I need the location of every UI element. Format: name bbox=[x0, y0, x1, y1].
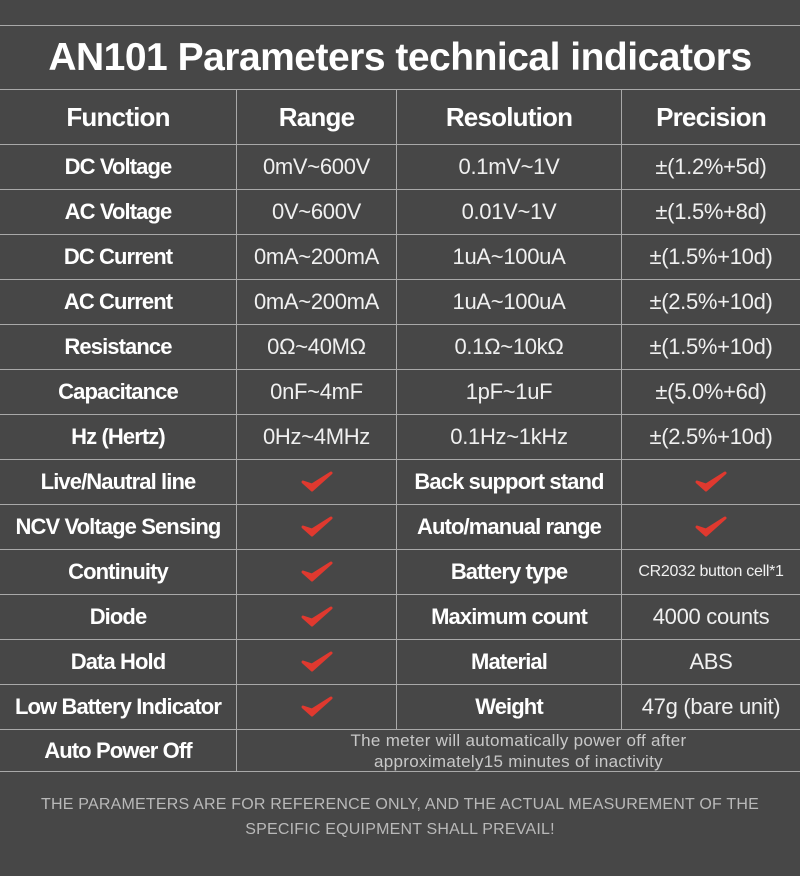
spec-value: 0Hz~4MHz bbox=[237, 415, 397, 460]
spec-value: 1uA~100uA bbox=[397, 235, 622, 280]
feature-check bbox=[237, 550, 397, 595]
spec-value: ±(1.5%+8d) bbox=[622, 190, 800, 235]
column-header: Range bbox=[237, 90, 397, 145]
feature-note: The meter will automatically power off a… bbox=[237, 730, 800, 772]
item-check bbox=[622, 505, 800, 550]
function-label: Capacitance bbox=[0, 370, 237, 415]
feature-label: Diode bbox=[0, 595, 237, 640]
item-check bbox=[622, 460, 800, 505]
feature-label: Low Battery Indicator bbox=[0, 685, 237, 730]
title: AN101 Parameters technical indicators bbox=[0, 26, 800, 90]
item-value: CR2032 button cell*1 bbox=[622, 550, 800, 595]
spec-value: 1uA~100uA bbox=[397, 280, 622, 325]
function-label: AC Voltage bbox=[0, 190, 237, 235]
item-label: Battery type bbox=[397, 550, 622, 595]
function-label: Hz (Hertz) bbox=[0, 415, 237, 460]
spec-value: ±(2.5%+10d) bbox=[622, 415, 800, 460]
feature-label: Auto Power Off bbox=[0, 730, 237, 772]
check-icon bbox=[301, 561, 332, 582]
table-border bbox=[0, 25, 800, 26]
spec-value: 0.1Ω~10kΩ bbox=[397, 325, 622, 370]
spec-value: 0.01V~1V bbox=[397, 190, 622, 235]
item-label: Weight bbox=[397, 685, 622, 730]
check-icon bbox=[301, 516, 332, 537]
item-label: Back support stand bbox=[397, 460, 622, 505]
feature-label: Live/Nautral line bbox=[0, 460, 237, 505]
check-icon bbox=[301, 471, 332, 492]
spec-value: 0nF~4mF bbox=[237, 370, 397, 415]
check-icon bbox=[695, 516, 727, 537]
spec-value: 0mA~200mA bbox=[237, 280, 397, 325]
spec-value: 0mA~200mA bbox=[237, 235, 397, 280]
spec-value: 0V~600V bbox=[237, 190, 397, 235]
feature-check bbox=[237, 505, 397, 550]
spec-value: ±(1.2%+5d) bbox=[622, 145, 800, 190]
spec-value: 0Ω~40MΩ bbox=[237, 325, 397, 370]
spec-value: 0.1Hz~1kHz bbox=[397, 415, 622, 460]
feature-label: Continuity bbox=[0, 550, 237, 595]
spec-value: ±(1.5%+10d) bbox=[622, 235, 800, 280]
item-value: 47g (bare unit) bbox=[622, 685, 800, 730]
check-icon bbox=[301, 606, 332, 627]
check-icon bbox=[695, 471, 727, 492]
column-header: Function bbox=[0, 90, 237, 145]
feature-label: NCV Voltage Sensing bbox=[0, 505, 237, 550]
feature-check bbox=[237, 640, 397, 685]
feature-label: Data Hold bbox=[0, 640, 237, 685]
spec-value: ±(5.0%+6d) bbox=[622, 370, 800, 415]
item-value: ABS bbox=[622, 640, 800, 685]
function-label: AC Current bbox=[0, 280, 237, 325]
spec-value: 1pF~1uF bbox=[397, 370, 622, 415]
feature-check bbox=[237, 595, 397, 640]
item-value: 4000 counts bbox=[622, 595, 800, 640]
check-icon bbox=[301, 696, 332, 717]
spec-value: ±(1.5%+10d) bbox=[622, 325, 800, 370]
footer-note: THE PARAMETERS ARE FOR REFERENCE ONLY, A… bbox=[41, 796, 759, 838]
column-header: Resolution bbox=[397, 90, 622, 145]
item-label: Auto/manual range bbox=[397, 505, 622, 550]
item-label: Material bbox=[397, 640, 622, 685]
column-header: Precision bbox=[622, 90, 800, 145]
spec-value: ±(2.5%+10d) bbox=[622, 280, 800, 325]
function-label: DC Current bbox=[0, 235, 237, 280]
spec-value: 0mV~600V bbox=[237, 145, 397, 190]
function-label: Resistance bbox=[0, 325, 237, 370]
feature-check bbox=[237, 685, 397, 730]
feature-check bbox=[237, 460, 397, 505]
item-label: Maximum count bbox=[397, 595, 622, 640]
spec-value: 0.1mV~1V bbox=[397, 145, 622, 190]
function-label: DC Voltage bbox=[0, 145, 237, 190]
check-icon bbox=[301, 651, 332, 672]
